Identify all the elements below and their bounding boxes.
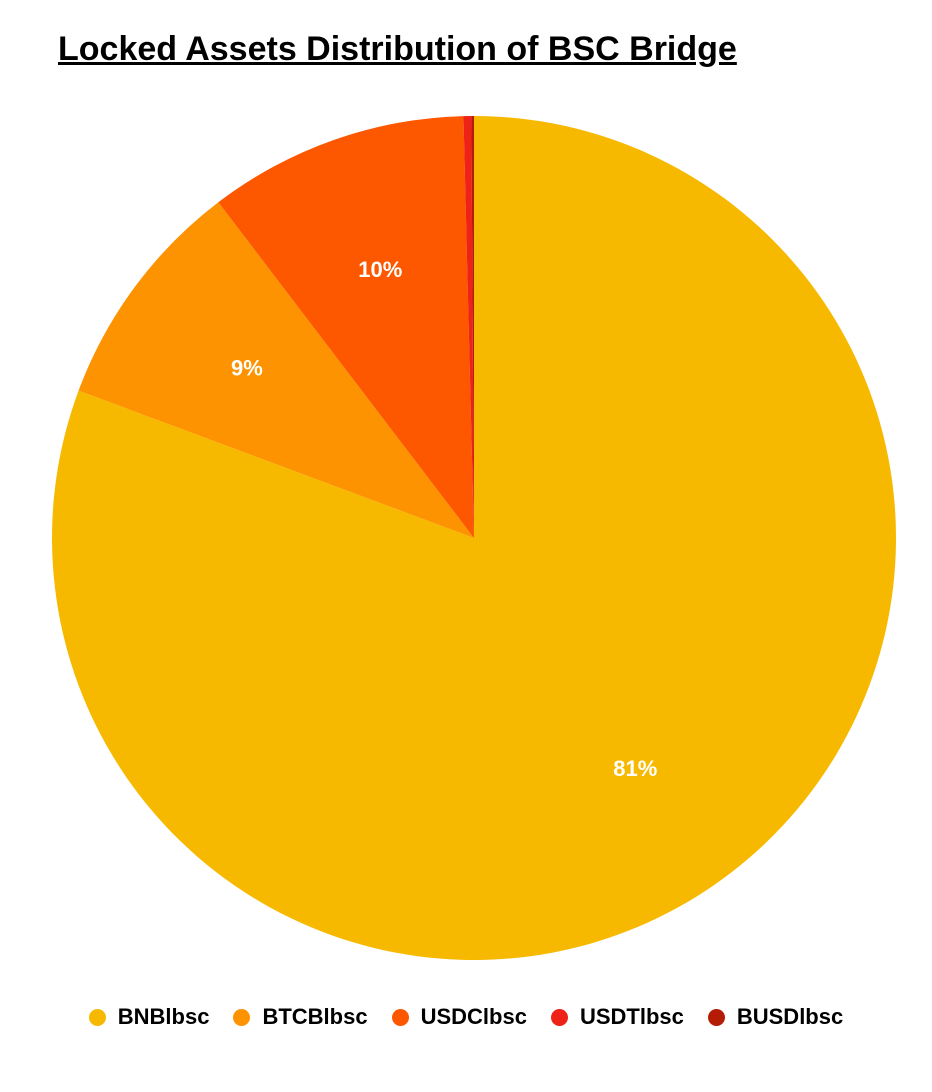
legend-item: BNBlbsc: [88, 1004, 210, 1030]
data-label: 9%: [231, 355, 263, 380]
legend-swatch: [233, 1008, 251, 1026]
legend-label: BNBlbsc: [117, 1004, 210, 1029]
data-label: 10%: [358, 257, 402, 282]
legend-label: BTCBlbsc: [262, 1004, 368, 1029]
chart: 81% 9% 10%: [52, 116, 897, 961]
legend-swatch: [707, 1008, 725, 1026]
legend-swatch: [88, 1008, 106, 1026]
legend-item: BTCBlbsc: [233, 1004, 368, 1030]
legend-label: USDTlbsc: [579, 1004, 684, 1029]
chart-title: Locked Assets Distribution of BSC Bridge: [58, 30, 737, 68]
legend-item: USDClbsc: [391, 1004, 527, 1030]
legend-swatch: [550, 1008, 568, 1026]
pie-slice: [471, 116, 474, 538]
legend-label: BUSDlbsc: [736, 1004, 844, 1029]
legend-label: USDClbsc: [420, 1004, 527, 1029]
legend-item: BUSDlbsc: [707, 1004, 844, 1030]
pie-slice: [52, 116, 897, 961]
legend-swatch: [391, 1008, 409, 1026]
pie-slice: [78, 202, 475, 539]
legend-item: USDTlbsc: [550, 1004, 684, 1030]
legend: BNBlbsc BTCBlbsc USDClbsc USDTlbsc BUSDlbsc: [0, 1004, 932, 1030]
pie-slice: [218, 116, 474, 539]
data-label: 81%: [613, 756, 657, 781]
pie-slice: [463, 116, 474, 538]
